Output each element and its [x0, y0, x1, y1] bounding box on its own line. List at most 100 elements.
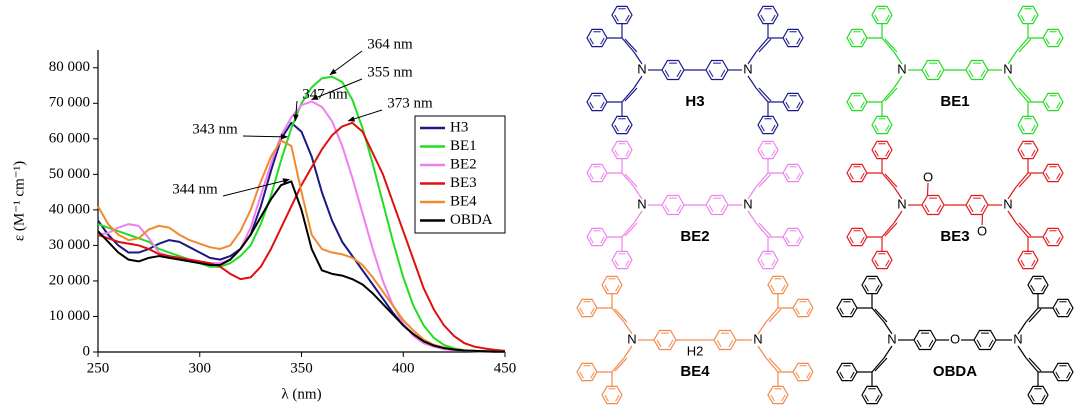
bond: [755, 87, 769, 103]
ring-bond: [976, 339, 982, 348]
molecule-label: BE2: [680, 228, 709, 245]
ring-bond: [796, 101, 801, 109]
ring-bond: [614, 259, 619, 267]
bond: [871, 357, 885, 373]
ring-bond: [849, 236, 854, 244]
atom-label: O: [950, 331, 960, 346]
bond: [747, 51, 757, 65]
annotation-arrow: [222, 178, 290, 197]
ring-bond: [614, 124, 619, 132]
ring-bond: [928, 339, 934, 348]
y-tick-label: 60 000: [49, 130, 90, 146]
x-tick-label: 300: [189, 360, 212, 376]
atom-label: N: [637, 61, 646, 76]
ring-bond: [1066, 307, 1071, 315]
ring-bond: [664, 69, 670, 78]
bond: [884, 173, 898, 188]
bond: [893, 210, 903, 224]
ring-bond: [1066, 371, 1071, 379]
ring-bond: [579, 307, 584, 315]
ring-bond: [1055, 307, 1060, 315]
y-tick-label: 30 000: [49, 237, 90, 253]
legend-label: H3: [450, 119, 468, 135]
ring-bond: [589, 37, 594, 45]
legend-label: BE1: [450, 138, 477, 154]
ring-bond: [668, 339, 674, 348]
ring-bond: [770, 394, 775, 402]
ring-bond: [781, 394, 786, 402]
ring-bond: [1056, 236, 1061, 244]
bond: [881, 37, 895, 53]
annotation-arrow: [347, 109, 383, 122]
annotation-label: 343 nm: [192, 121, 238, 137]
ring-bond: [860, 101, 865, 109]
bond: [884, 87, 898, 102]
molecule-label: H3: [685, 93, 704, 110]
ring-bond: [676, 69, 682, 78]
bond: [893, 75, 903, 89]
atom-label: N: [887, 331, 896, 346]
bond: [881, 87, 895, 103]
series-line: [97, 75, 505, 353]
bond: [623, 345, 633, 359]
bond: [1028, 357, 1042, 372]
annotation-arrow: [329, 50, 363, 76]
molecule: N N H3: [586, 5, 804, 135]
ring-bond: [860, 37, 865, 45]
ring-bond: [924, 204, 930, 213]
ring-bond: [860, 172, 865, 180]
molecule: N N BE2: [586, 140, 804, 270]
bond: [1007, 186, 1017, 200]
annotation-label: 373 nm: [387, 95, 433, 111]
atom-label: H2: [687, 343, 704, 358]
bond: [1018, 173, 1032, 188]
ring-bond: [980, 204, 986, 213]
atom-label: O: [977, 223, 987, 238]
ring-bond: [625, 259, 630, 267]
molecule-label: BE1: [940, 93, 969, 110]
bond: [624, 173, 638, 188]
bond: [747, 186, 757, 200]
ring-bond: [1031, 149, 1036, 157]
ring-bond: [968, 69, 974, 78]
atom-label: N: [743, 196, 752, 211]
ring-bond: [785, 172, 790, 180]
ring-bond: [1055, 371, 1060, 379]
bond: [765, 307, 779, 323]
atom-label: N: [753, 331, 762, 346]
ring-bond: [885, 124, 890, 132]
ring-bond: [1045, 37, 1050, 45]
ring-bond: [600, 172, 605, 180]
ring-bond: [1031, 124, 1036, 132]
bond: [1017, 321, 1027, 335]
bond: [758, 173, 772, 188]
ring-bond: [1056, 37, 1061, 45]
bond: [1015, 172, 1029, 188]
bond: [758, 38, 772, 53]
bond: [1028, 308, 1042, 323]
bond: [768, 357, 782, 372]
y-tick-label: 50 000: [49, 166, 90, 182]
ring-bond: [760, 124, 765, 132]
ring-bond: [604, 394, 609, 402]
bond: [884, 38, 898, 53]
atom-label: N: [1003, 61, 1012, 76]
y-tick-label: 10 000: [49, 308, 90, 324]
y-tick-label: 80 000: [49, 59, 90, 75]
atom-label: N: [1013, 331, 1022, 346]
ring-bond: [806, 371, 811, 379]
y-tick-label: 20 000: [49, 272, 90, 288]
bond: [611, 357, 625, 373]
ring-bond: [615, 394, 620, 402]
bond: [1007, 210, 1017, 224]
ring-bond: [728, 339, 734, 348]
ring-bond: [849, 172, 854, 180]
ring-bond: [1020, 259, 1025, 267]
ring-bond: [590, 307, 595, 315]
ring-bond: [760, 14, 765, 22]
bond: [614, 357, 628, 372]
legend-label: BE3: [450, 175, 477, 191]
bond: [758, 87, 772, 102]
ring-bond: [849, 101, 854, 109]
ring-bond: [614, 14, 619, 22]
